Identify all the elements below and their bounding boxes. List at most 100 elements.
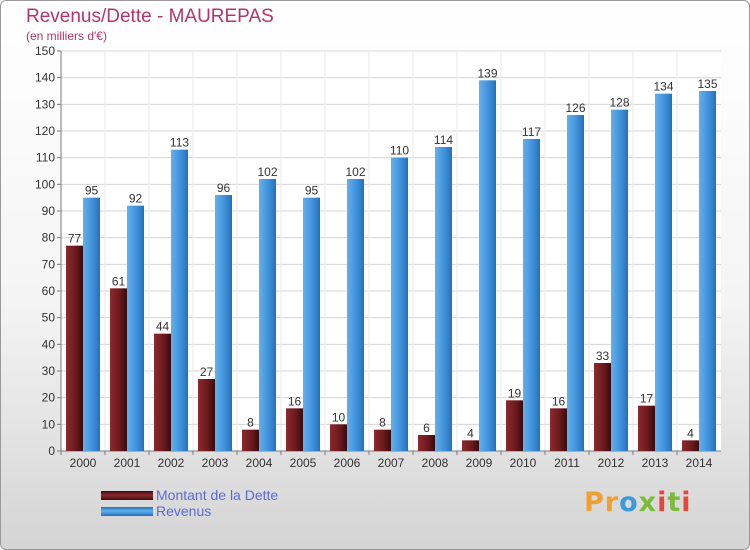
logo-part: x [638, 487, 658, 518]
data-label-dette: 17 [640, 392, 654, 406]
legend-label-dette: Montant de la Dette [156, 487, 279, 503]
data-label-dette: 33 [596, 349, 610, 363]
bar-dette [110, 288, 127, 451]
data-label-dette: 27 [200, 365, 214, 379]
x-tick-label: 2007 [378, 456, 405, 470]
bar-dette [418, 435, 435, 451]
logo-part: t [667, 487, 682, 518]
data-label-dette: 4 [467, 426, 474, 440]
data-label-dette: 10 [332, 410, 346, 424]
logo-part: i [681, 487, 692, 518]
bar-dette [550, 408, 567, 451]
chart-subtitle: (en milliers d'€) [26, 29, 107, 43]
data-label-revenus: 95 [305, 184, 319, 198]
logo-part: o [619, 487, 639, 518]
bar-revenus [699, 91, 716, 451]
data-label-revenus: 135 [697, 77, 717, 91]
data-labels: 77 95 61 92 44 113 27 96 8 102 16 95 10 102 8 110 6 114 4 1… [68, 66, 718, 440]
bar-revenus [391, 157, 408, 451]
x-tick-label: 2006 [334, 456, 361, 470]
data-label-revenus: 92 [129, 192, 143, 206]
proxiti-logo: Proxiti [584, 487, 692, 518]
x-tick-label: 2008 [422, 456, 449, 470]
y-tick-label: 100 [35, 177, 55, 191]
bar-dette [682, 440, 699, 451]
y-tick-label: 60 [42, 284, 56, 298]
bar-dette [66, 245, 83, 451]
logo-part: i [657, 487, 668, 518]
x-tick-label: 2001 [114, 456, 141, 470]
bar-dette [638, 405, 655, 451]
data-label-revenus: 126 [565, 101, 585, 115]
data-label-revenus: 102 [257, 165, 277, 179]
data-label-revenus: 114 [434, 133, 453, 147]
legend-label-revenus: Revenus [156, 503, 212, 519]
bar-dette [594, 363, 611, 451]
x-tick-label: 2011 [554, 456, 580, 470]
data-label-dette: 4 [687, 426, 694, 440]
x-tick-label: 2000 [70, 456, 97, 470]
bar-revenus [259, 179, 276, 451]
y-tick-label: 0 [48, 444, 55, 458]
x-tick-label: 2014 [686, 456, 713, 470]
data-label-dette: 77 [68, 232, 82, 246]
x-tick-label: 2003 [202, 456, 229, 470]
y-tick-label: 140 [35, 71, 55, 85]
bar-revenus [611, 109, 628, 452]
y-tick-label: 70 [42, 257, 56, 271]
data-label-revenus: 117 [522, 125, 541, 139]
bar-revenus [567, 115, 584, 451]
bar-dette [242, 429, 259, 451]
y-tick-label: 10 [42, 417, 56, 431]
y-tick-label: 150 [35, 44, 55, 58]
y-tick-label: 120 [35, 124, 55, 138]
data-label-revenus: 110 [390, 144, 409, 158]
bar-revenus [215, 195, 232, 451]
chart-title: Revenus/Dette - MAUREPAS [26, 6, 274, 27]
y-tick-label: 40 [42, 337, 56, 351]
bar-revenus [83, 197, 100, 451]
bar-dette [198, 379, 215, 451]
data-label-dette: 19 [508, 386, 522, 400]
y-tick-label: 90 [42, 204, 56, 218]
bar-dette [286, 408, 303, 451]
y-tick-label: 80 [42, 231, 56, 245]
data-label-dette: 6 [423, 421, 430, 435]
bar-revenus [347, 179, 364, 451]
data-label-dette: 16 [552, 394, 566, 408]
bar-dette [506, 400, 523, 451]
bar-dette [330, 424, 347, 451]
bar-dette [374, 429, 391, 451]
y-tick-label: 110 [36, 151, 55, 165]
x-tick-label: 2013 [642, 456, 669, 470]
data-label-revenus: 96 [217, 181, 231, 195]
data-label-revenus: 95 [85, 184, 99, 198]
data-label-revenus: 134 [653, 80, 673, 94]
bar-revenus [435, 147, 452, 451]
bar-revenus [171, 149, 188, 451]
y-tick-label: 50 [42, 311, 56, 325]
bar-revenus [479, 80, 496, 451]
x-tick-label: 2004 [246, 456, 273, 470]
data-label-revenus: 139 [477, 66, 497, 80]
bar-dette [154, 333, 171, 451]
data-label-dette: 16 [288, 394, 302, 408]
legend-swatch-revenus [101, 507, 153, 516]
data-label-dette: 8 [379, 416, 386, 430]
bar-revenus [523, 139, 540, 451]
x-tick-label: 2009 [466, 456, 493, 470]
data-label-revenus: 102 [345, 165, 365, 179]
bar-revenus [655, 93, 672, 452]
data-label-revenus: 128 [609, 96, 629, 110]
x-tick-label: 2005 [290, 456, 317, 470]
legend-swatch-dette [101, 491, 153, 500]
bar-revenus [303, 197, 320, 451]
data-label-dette: 44 [156, 320, 170, 334]
y-tick-label: 30 [42, 364, 56, 378]
data-label-revenus: 113 [170, 136, 189, 150]
y-tick-label: 20 [42, 391, 56, 405]
x-tick-label: 2010 [510, 456, 537, 470]
data-label-dette: 61 [112, 274, 126, 288]
